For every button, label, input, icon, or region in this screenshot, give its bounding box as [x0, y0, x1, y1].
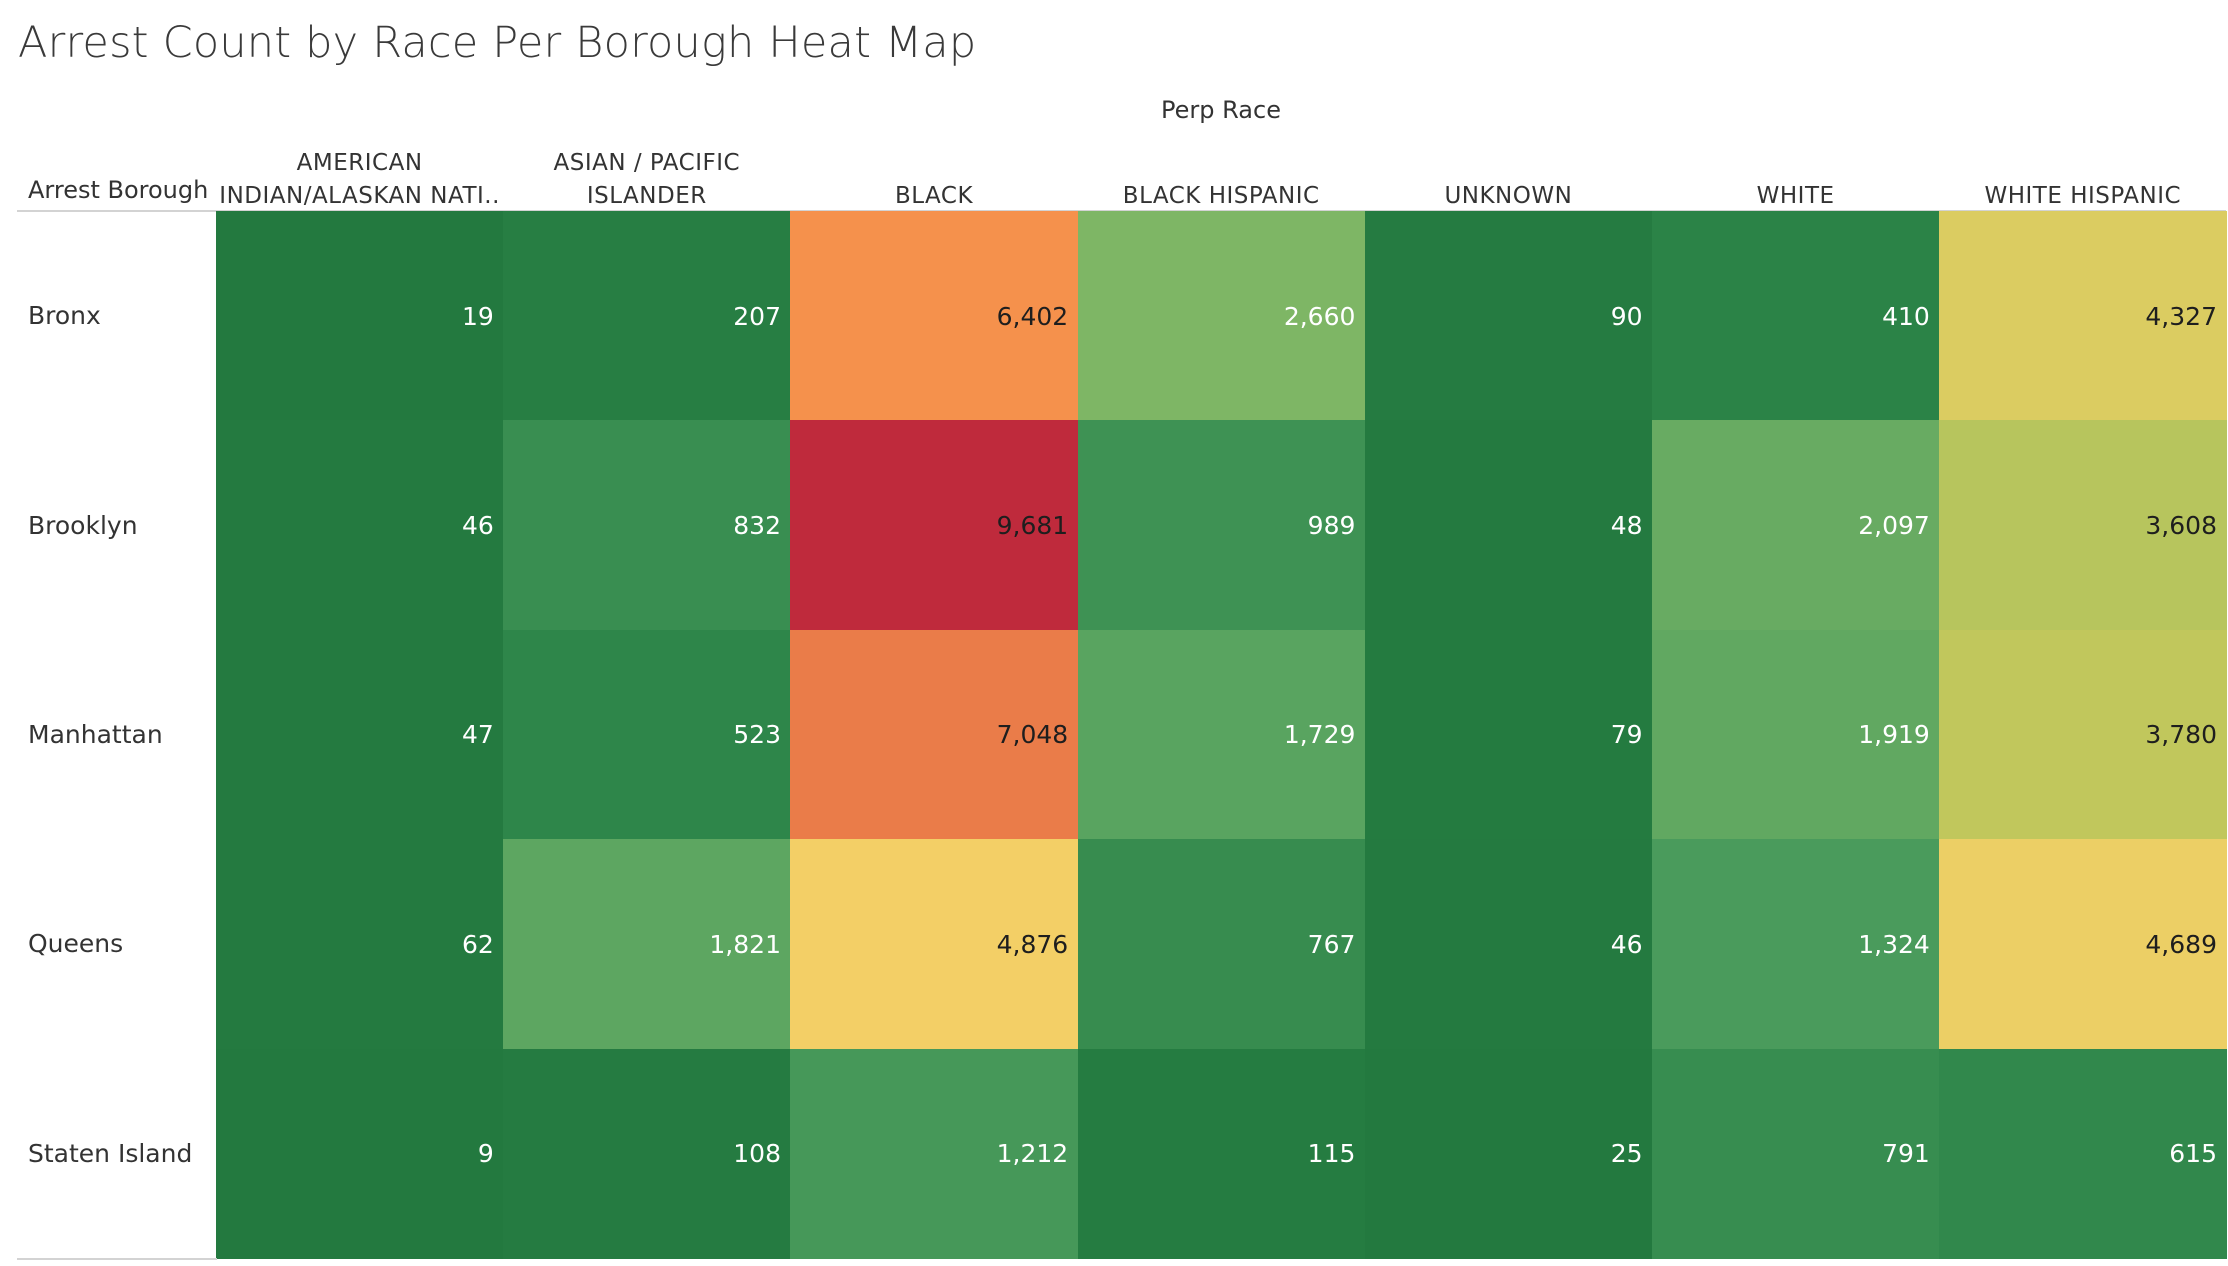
heatmap-cell[interactable]: 523: [503, 629, 791, 840]
row-group-header: Arrest Borough: [28, 176, 209, 204]
heatmap-cell[interactable]: 25: [1364, 1048, 1653, 1259]
heatmap-cell[interactable]: 791: [1652, 1048, 1940, 1259]
heatmap-cell[interactable]: 48: [1364, 420, 1653, 631]
heatmap-cell[interactable]: 4,876: [790, 839, 1079, 1050]
heatmap-cell[interactable]: 62: [216, 839, 504, 1050]
heatmap-cell[interactable]: 19: [216, 211, 504, 421]
heatmap-cell[interactable]: 410: [1652, 211, 1940, 421]
heatmap-cell[interactable]: 9: [216, 1048, 504, 1259]
heatmap-cell[interactable]: 46: [216, 420, 504, 631]
column-header: ASIAN / PACIFIC ISLANDER: [553, 150, 741, 209]
heatmap-cell[interactable]: 46: [1364, 839, 1653, 1050]
column-header: BLACK: [894, 183, 974, 209]
column-group-header: Perp Race: [1161, 96, 1281, 124]
heatmap-cell[interactable]: 79: [1364, 629, 1653, 840]
heatmap-cell[interactable]: 1,919: [1652, 629, 1940, 840]
heatmap-cell[interactable]: 6,402: [790, 211, 1079, 421]
row-label: Staten Island: [28, 1138, 193, 1168]
heatmap-cell[interactable]: 1,324: [1652, 839, 1940, 1050]
heatmap-cell[interactable]: 7,048: [790, 629, 1079, 840]
heatmap-cell[interactable]: 90: [1364, 211, 1653, 421]
heatmap-cell[interactable]: 108: [503, 1048, 791, 1259]
heatmap-cell[interactable]: 115: [1077, 1048, 1366, 1259]
heatmap-cell[interactable]: 1,821: [503, 839, 791, 1050]
heatmap-cell[interactable]: 4,689: [1939, 839, 2227, 1050]
column-header: WHITE: [1756, 183, 1835, 209]
heatmap-cell[interactable]: 832: [503, 420, 791, 631]
heatmap-cell[interactable]: 3,608: [1939, 420, 2227, 631]
heatmap-cell[interactable]: 9,681: [790, 420, 1079, 631]
heatmap-cell[interactable]: 1,212: [790, 1048, 1079, 1259]
heatmap-cell[interactable]: 3,780: [1939, 629, 2227, 840]
column-header: UNKNOWN: [1444, 183, 1573, 209]
column-header: AMERICAN INDIAN/ALASKAN NATI..: [219, 150, 500, 209]
heatmap-cell[interactable]: 2,097: [1652, 420, 1940, 631]
heatmap-cell[interactable]: 767: [1077, 839, 1366, 1050]
heatmap-cell[interactable]: 207: [503, 211, 791, 421]
row-label: Brooklyn: [28, 510, 138, 540]
heatmap-cell[interactable]: 2,660: [1077, 211, 1366, 421]
bottom-divider: [17, 1258, 217, 1260]
row-label: Queens: [28, 929, 124, 959]
row-label: Manhattan: [28, 719, 163, 749]
chart-title: Arrest Count by Race Per Borough Heat Ma…: [18, 18, 977, 68]
column-header: WHITE HISPANIC: [1984, 183, 2182, 209]
heatmap-cell[interactable]: 4,327: [1939, 211, 2227, 421]
heatmap-cell[interactable]: 47: [216, 629, 504, 840]
heatmap-cell[interactable]: 615: [1939, 1048, 2227, 1259]
row-label: Bronx: [28, 301, 101, 331]
heatmap-cell[interactable]: 989: [1077, 420, 1366, 631]
heatmap-cell[interactable]: 1,729: [1077, 629, 1366, 840]
column-header: BLACK HISPANIC: [1122, 183, 1320, 209]
